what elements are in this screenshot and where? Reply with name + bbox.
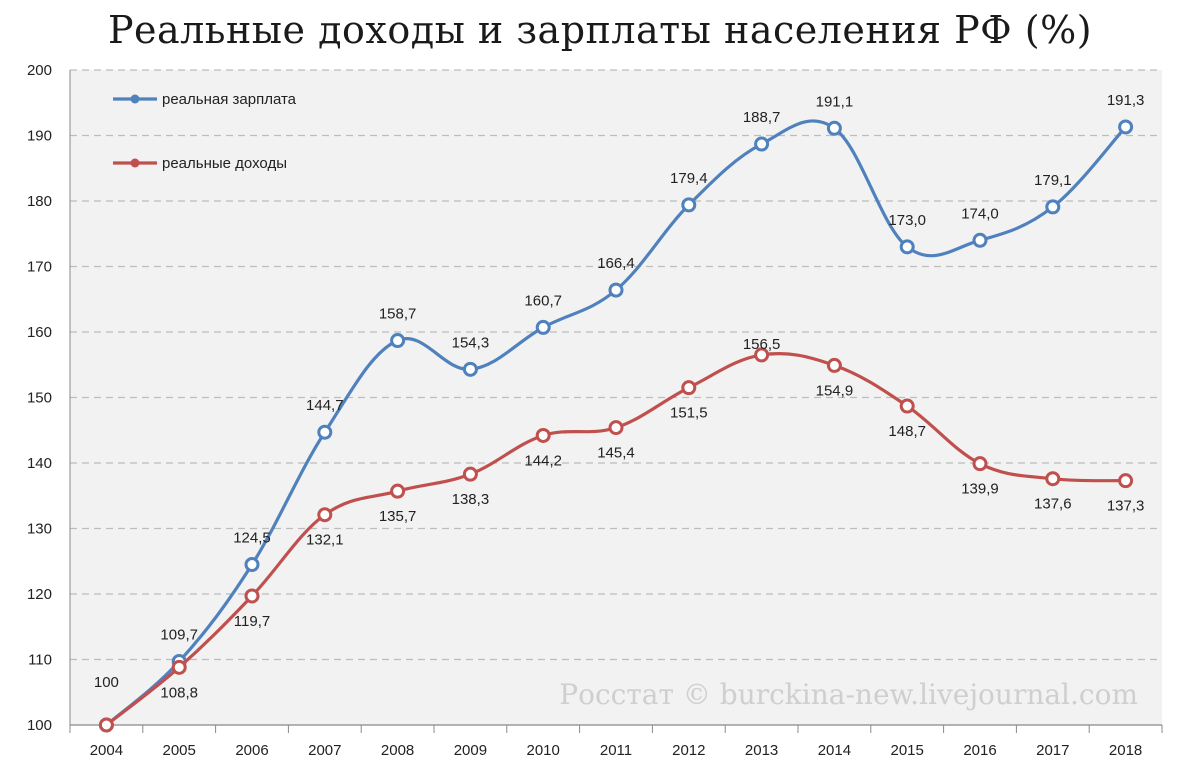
data-point [244,588,260,604]
data-point [899,239,915,255]
x-tick-label: 2017 [1036,742,1069,759]
x-tick-label: 2016 [963,742,996,759]
x-tick-label: 2006 [235,742,268,759]
data-label: 154,9 [816,382,854,399]
data-point [462,361,478,377]
data-label: 179,1 [1034,172,1072,189]
data-label: 166,4 [597,255,635,272]
data-label: 158,7 [379,306,417,323]
y-tick-label: 200 [27,62,52,79]
data-point [317,507,333,523]
data-point [754,347,770,363]
data-label: 148,7 [888,423,926,440]
data-point [608,420,624,436]
data-label: 137,6 [1034,496,1072,513]
x-tick-label: 2013 [745,742,778,759]
data-label: 108,8 [160,684,198,701]
y-tick-label: 140 [27,455,52,472]
series-incomes: 108,8 119,7 132,1 135,7 138,3 144,2 145,4 151,5… [98,336,1145,733]
y-tick-label: 170 [27,259,52,276]
data-point [826,357,842,373]
x-tick-label: 2008 [381,742,414,759]
data-label: 135,7 [379,508,417,525]
y-tick-label: 160 [27,324,52,341]
data-label: 173,0 [888,212,926,229]
y-tick-label: 100 [27,717,52,734]
x-tick-label: 2007 [308,742,341,759]
data-label: 174,0 [961,205,999,222]
y-tick-label: 110 [28,652,52,669]
y-axis-ticks: 100 110 120 130 140 150 160 170 180 190 200 [27,62,52,734]
data-point [171,659,187,675]
x-tick-label: 2005 [163,742,196,759]
x-tick-label: 2004 [90,742,123,759]
data-point [462,466,478,482]
data-point [681,380,697,396]
data-point [1045,199,1061,215]
series-wages: 100 109,7 124,5 144,7 158,7 154,3 160,7 166,4 17… [94,92,1145,733]
data-point [317,424,333,440]
data-label: 144,7 [306,397,344,414]
x-axis-ticks: 2004 2005 2006 2007 2008 2009 2010 2011 2012 2013… [69,725,1163,759]
data-point [1118,119,1134,135]
y-tick-label: 120 [27,586,52,603]
legend-label: реальная зарплата [162,91,297,108]
gridlines [70,69,1162,661]
data-point [972,456,988,472]
data-label: 132,1 [306,532,344,549]
x-tick-label: 2011 [600,742,632,759]
watermark: Росстат © burckina-new.livejournal.com [559,678,1138,711]
data-label: 154,3 [452,334,490,351]
data-point [535,427,551,443]
x-tick-label: 2014 [818,742,851,759]
x-tick-label: 2010 [527,742,560,759]
data-point [681,197,697,213]
legend-marker [130,158,140,168]
data-point [1118,473,1134,489]
data-point [826,120,842,136]
data-label: 188,7 [743,109,781,126]
data-point [390,333,406,349]
y-tick-label: 180 [27,193,52,210]
y-tick-label: 150 [27,390,52,407]
data-point [390,483,406,499]
data-label: 191,3 [1107,92,1145,109]
chart-title: Реальные доходы и зарплаты населения РФ … [107,8,1093,52]
data-label: 144,2 [524,452,562,469]
x-tick-label: 2015 [891,742,924,759]
data-label: 109,7 [160,626,198,643]
data-point [754,136,770,152]
x-tick-label: 2012 [672,742,705,759]
legend: реальная зарплата реальные доходы [113,91,297,172]
data-point [98,717,114,733]
data-label: 156,5 [743,336,781,353]
data-point [535,319,551,335]
legend-marker [130,94,140,104]
data-point [972,232,988,248]
data-label: 119,7 [234,613,270,630]
data-label: 191,1 [816,93,854,110]
data-label: 100 [94,674,119,691]
data-label: 137,3 [1107,498,1145,515]
legend-label: реальные доходы [162,155,287,172]
axes [69,70,1162,726]
data-label: 151,5 [670,405,708,422]
data-point [899,398,915,414]
data-label: 139,9 [961,481,999,498]
data-point [608,282,624,298]
data-label: 124,5 [233,530,271,547]
y-tick-label: 190 [27,128,52,145]
data-label: 138,3 [452,491,490,508]
data-point [1045,471,1061,487]
series-group: 100 109,7 124,5 144,7 158,7 154,3 160,7 166,4 17… [94,92,1145,733]
x-tick-label: 2018 [1109,742,1142,759]
data-label: 145,4 [597,445,635,462]
data-label: 179,4 [670,170,708,187]
data-label: 160,7 [524,292,562,309]
y-tick-label: 130 [27,521,52,538]
x-tick-label: 2009 [454,742,487,759]
data-point [244,557,260,573]
